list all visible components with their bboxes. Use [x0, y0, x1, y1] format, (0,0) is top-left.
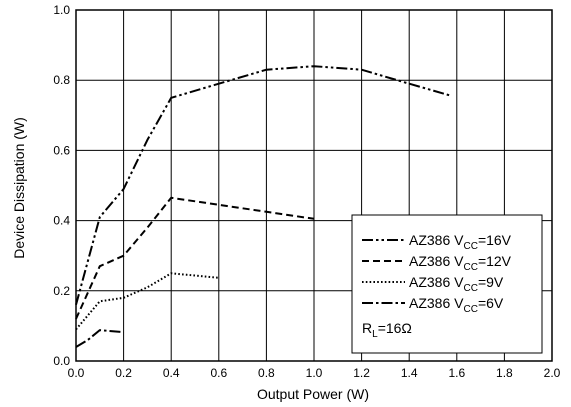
x-tick-label: 2.0 [544, 366, 561, 380]
legend-label-sub: CC [463, 304, 477, 315]
x-tick-label: 1.6 [448, 366, 465, 380]
x-tick-label: 1.4 [401, 366, 418, 380]
series-line-1 [75, 65, 453, 306]
plot-frame [75, 9, 553, 362]
x-axis-title: Output Power (W) [257, 386, 369, 402]
legend-box [351, 214, 543, 354]
y-tick-label: 0.2 [53, 284, 70, 298]
x-tick-label: 1.0 [306, 366, 323, 380]
x-tick-label: 1.8 [496, 366, 513, 380]
legend-label-sub: CC [463, 262, 477, 273]
legend-label-prefix: AZ386 V [409, 232, 464, 248]
y-tick-label: 0.6 [53, 143, 70, 157]
legend-label-sub: CC [463, 241, 477, 252]
series-layer [75, 65, 453, 348]
y-tick-label: 0.8 [53, 73, 70, 87]
legend-label-prefix: AZ386 V [409, 274, 464, 290]
x-tick-label: 0.6 [210, 366, 227, 380]
annotation-prefix: R [362, 320, 372, 336]
legend-label-prefix: AZ386 V [409, 295, 464, 311]
legend-label-3: AZ386 VCC=9V [409, 274, 504, 294]
series-line-4 [75, 329, 124, 348]
x-tick-label: 0.0 [68, 366, 85, 380]
load-resistance-annotation: RL=16Ω [362, 320, 412, 340]
legend-label-1: AZ386 VCC=16V [409, 232, 512, 252]
x-tick-labels: 0.0 0.2 0.4 0.6 0.8 1.0 1.2 1.4 1.6 1.8 2.0 [68, 366, 561, 380]
x-tick-label: 1.2 [353, 366, 370, 380]
legend-label-suffix: =12V [478, 253, 512, 269]
x-tick-label: 0.2 [115, 366, 132, 380]
annotation-sub: L [372, 329, 378, 340]
x-tick-label: 0.8 [258, 366, 275, 380]
legend-label-sub: CC [463, 283, 477, 294]
y-tick-label: 0.4 [53, 214, 70, 228]
y-tick-label: 0.0 [53, 354, 70, 368]
y-tick-labels: 0.0 0.2 0.4 0.6 0.8 1.0 [53, 3, 70, 368]
legend-label-prefix: AZ386 V [409, 253, 464, 269]
series-line-3 [75, 272, 219, 331]
legend-label-2: AZ386 VCC=12V [409, 253, 512, 273]
y-tick-label: 1.0 [53, 3, 70, 17]
x-tick-label: 0.4 [163, 366, 180, 380]
legend-label-suffix: =6V [478, 295, 504, 311]
legend-label-suffix: =16V [478, 232, 512, 248]
legend-label-4: AZ386 VCC=6V [409, 295, 504, 315]
series-line-2 [75, 196, 315, 320]
y-axis-title: Device Dissipation (W) [11, 117, 27, 259]
annotation-suffix: =16Ω [378, 320, 412, 336]
legend-label-suffix: =9V [478, 274, 504, 290]
